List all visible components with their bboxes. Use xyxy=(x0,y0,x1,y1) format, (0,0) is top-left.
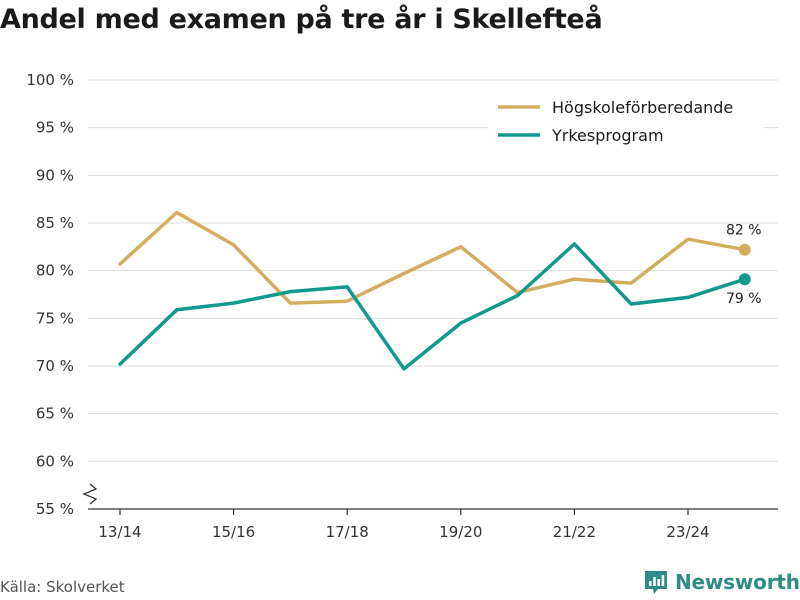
y-tick-label: 100 % xyxy=(26,71,74,89)
x-tick-label: 15/16 xyxy=(212,523,255,541)
series-line-yrkesprogram xyxy=(118,242,747,371)
newsworthy-logo-icon xyxy=(645,571,667,594)
x-tick-label: 19/20 xyxy=(439,523,482,541)
brand-logo: Newsworthy xyxy=(643,569,800,595)
x-tick-label: 21/22 xyxy=(553,523,596,541)
legend-background xyxy=(488,92,764,152)
x-tick-label: 17/18 xyxy=(326,523,369,541)
x-tick-label: 23/24 xyxy=(666,523,709,541)
series-end-point xyxy=(738,273,751,286)
y-tick-label: 75 % xyxy=(36,309,74,327)
series-end-point xyxy=(738,243,751,256)
end-value-label: 79 % xyxy=(726,291,762,307)
y-tick-label: 60 % xyxy=(36,452,74,470)
chart-title: Andel med examen på tre år i Skellefteå xyxy=(0,4,603,35)
y-tick-label: 85 % xyxy=(36,214,74,232)
y-tick-label: 80 % xyxy=(36,262,74,280)
legend-label: Högskoleförberedande xyxy=(552,98,733,117)
legend-label: Yrkesprogram xyxy=(551,126,664,145)
y-tick-label: 95 % xyxy=(36,119,74,137)
brand-name: Newsworthy xyxy=(675,570,800,594)
y-tick-label: 55 % xyxy=(36,500,74,518)
end-value-label: 82 % xyxy=(726,223,762,239)
source-note: Källa: Skolverket xyxy=(0,578,125,596)
y-tick-label: 65 % xyxy=(36,405,74,423)
y-tick-label: 70 % xyxy=(36,357,74,375)
series-line-hogskoleforberedande xyxy=(118,210,747,305)
x-tick-label: 13/14 xyxy=(98,523,141,541)
y-tick-label: 90 % xyxy=(36,166,74,184)
axis-break-icon xyxy=(82,483,98,505)
